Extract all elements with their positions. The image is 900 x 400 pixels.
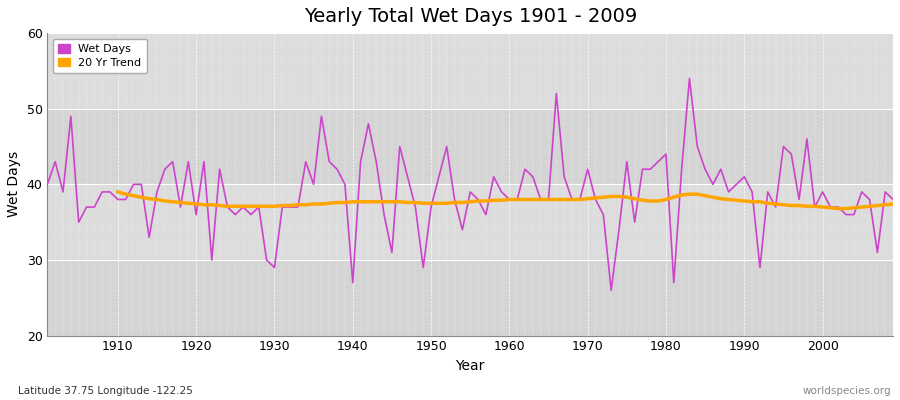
20 Yr Trend (832, 206, 843, 211)
20 Yr Trend (112, 190, 123, 194)
Wet Days (324, 159, 335, 164)
Wet Days (104, 190, 115, 194)
Line: Wet Days: Wet Days (48, 78, 893, 290)
Wet Days (496, 190, 507, 194)
20 Yr Trend (825, 205, 836, 210)
20 Yr Trend (292, 202, 303, 207)
Bar (48, 260, 893, 336)
Text: Latitude 37.75 Longitude -122.25: Latitude 37.75 Longitude -122.25 (18, 386, 193, 396)
Line: 20 Yr Trend: 20 Yr Trend (118, 192, 893, 208)
Title: Yearly Total Wet Days 1901 - 2009: Yearly Total Wet Days 1901 - 2009 (303, 7, 637, 26)
Wet Days (277, 205, 288, 210)
Wet Days (684, 76, 695, 81)
Wet Days (42, 182, 53, 187)
Legend: Wet Days, 20 Yr Trend: Wet Days, 20 Yr Trend (53, 39, 148, 73)
20 Yr Trend (512, 197, 523, 202)
Wet Days (887, 197, 898, 202)
X-axis label: Year: Year (455, 359, 485, 373)
20 Yr Trend (261, 204, 272, 209)
Y-axis label: Wet Days: Wet Days (7, 151, 21, 218)
20 Yr Trend (574, 197, 585, 202)
20 Yr Trend (887, 202, 898, 206)
Bar (48, 33, 893, 109)
Text: worldspecies.org: worldspecies.org (803, 386, 891, 396)
Wet Days (504, 197, 515, 202)
Wet Days (606, 288, 616, 293)
Wet Days (598, 212, 608, 217)
Bar (48, 184, 893, 260)
Bar (48, 109, 893, 184)
20 Yr Trend (856, 205, 867, 210)
